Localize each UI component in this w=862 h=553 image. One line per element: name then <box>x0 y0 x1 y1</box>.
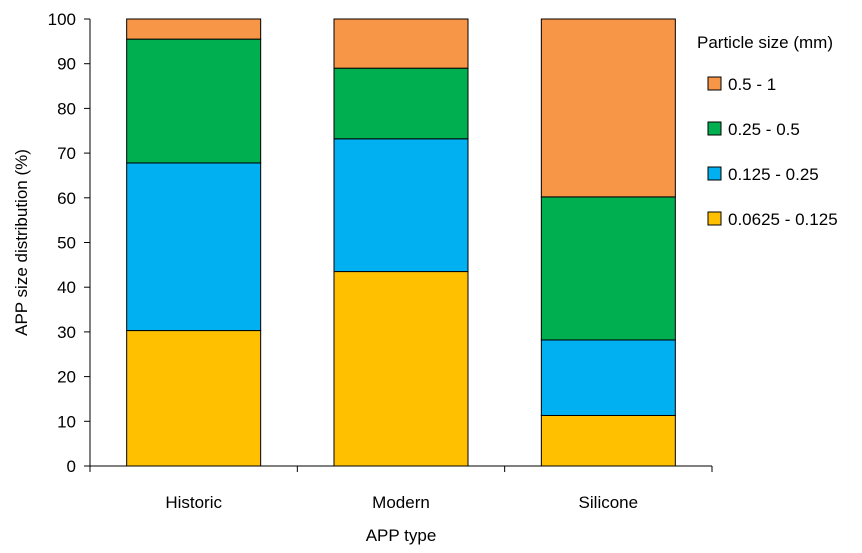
y-tick-label: 100 <box>48 10 76 29</box>
bars-layer <box>126 18 676 467</box>
y-tick-label: 50 <box>57 234 76 253</box>
y-tick-label: 30 <box>57 323 76 342</box>
legend-item-label: 0.125 - 0.25 <box>728 165 819 184</box>
bar-segment <box>540 339 676 416</box>
bar-segment <box>540 196 676 341</box>
bar-segment <box>333 67 469 140</box>
legend-swatch <box>707 166 722 181</box>
axes-layer <box>84 18 713 472</box>
legend-swatch <box>707 76 722 91</box>
legend-swatch <box>707 121 722 136</box>
y-tick-label: 80 <box>57 99 76 118</box>
bar-segment <box>333 271 469 467</box>
x-tick-label: Modern <box>372 493 430 512</box>
bar-segment <box>126 18 262 40</box>
labels-layer: 0 10 20 30 40 50 60 70 80 90 100 Historic Modern Sili… <box>12 10 638 545</box>
x-axis-title: APP type <box>366 526 437 545</box>
y-tick-label: 60 <box>57 189 76 208</box>
bar-segment <box>333 18 469 69</box>
bar-segment <box>126 38 262 164</box>
y-tick-label: 40 <box>57 278 76 297</box>
x-tick-label: Historic <box>165 493 222 512</box>
bar-segment <box>126 162 262 332</box>
y-tick-label: 90 <box>57 55 76 74</box>
legend-item-label: 0.0625 - 0.125 <box>728 210 838 229</box>
legend-item-label: 0.25 - 0.5 <box>728 120 800 139</box>
y-tick-label: 20 <box>57 368 76 387</box>
legend-item-label: 0.5 - 1 <box>728 75 776 94</box>
y-tick-label: 0 <box>67 457 76 476</box>
legend-swatch <box>707 211 722 226</box>
bar-segment <box>333 138 469 273</box>
bar-segment <box>540 18 676 198</box>
legend: Particle size (mm) 0.5 - 1 0.25 - 0.5 0.125… <box>697 33 838 229</box>
x-tick-label: Silicone <box>579 493 639 512</box>
legend-title: Particle size (mm) <box>697 33 833 52</box>
bar-segment <box>126 330 262 467</box>
y-tick-label: 70 <box>57 144 76 163</box>
bar-segment <box>540 414 676 467</box>
y-tick-label: 10 <box>57 412 76 431</box>
y-axis-title: APP size distribution (%) <box>12 149 31 336</box>
